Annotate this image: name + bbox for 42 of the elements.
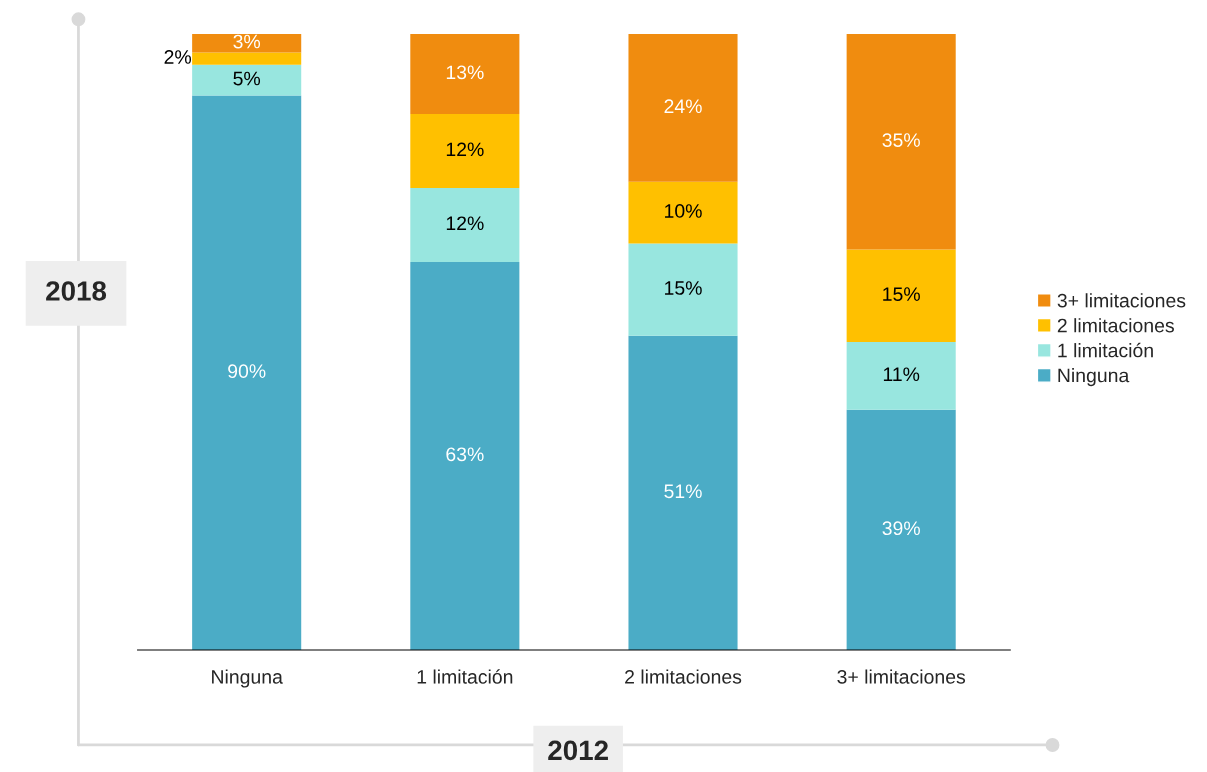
bar [628, 243, 738, 336]
bar [192, 52, 302, 65]
data-label: 63% [446, 447, 484, 462]
data-label: 90% [228, 364, 266, 379]
data-label: 15% [665, 281, 702, 295]
legend-label: Ninguna [1058, 368, 1130, 387]
y-axis-title: 2018 [46, 281, 107, 301]
data-label: 10% [665, 204, 702, 218]
bar [192, 33, 302, 53]
data-label: 15% [883, 287, 920, 302]
legend-label: 1 limitación [1058, 342, 1153, 358]
x-axis-title: 2012 [548, 740, 608, 761]
data-label: 12% [446, 216, 484, 231]
bar [192, 95, 302, 651]
bar [628, 335, 738, 651]
bar [410, 114, 520, 188]
data-label: 51% [664, 484, 702, 499]
bar [846, 342, 956, 410]
legend-label: 3+ limitaciones [1057, 293, 1186, 308]
data-label: 39% [882, 521, 920, 536]
data-label: 35% [882, 133, 920, 147]
data-label: 5% [233, 71, 261, 86]
bar [846, 409, 956, 651]
bar [410, 261, 520, 651]
x-tick-label: 1 limitación [417, 669, 513, 684]
data-label: 11% [883, 367, 920, 382]
x-tick-label: 2 limitaciones [625, 669, 742, 684]
bar [628, 181, 738, 244]
bar [410, 33, 520, 115]
x-tick-label: Ninguna [212, 669, 283, 688]
bar [628, 33, 738, 182]
x-tick-label: 3+ limitaciones [837, 669, 966, 684]
legend-label: 2 limitaciones [1057, 318, 1174, 333]
bar [846, 249, 956, 342]
data-label: 2% [164, 50, 192, 64]
bar [846, 33, 956, 250]
data-label: 3% [233, 34, 261, 49]
data-label: 24% [664, 99, 702, 114]
bar [410, 187, 520, 262]
data-label: 12% [446, 142, 484, 157]
data-label: 13% [446, 65, 484, 80]
bar [192, 64, 302, 96]
